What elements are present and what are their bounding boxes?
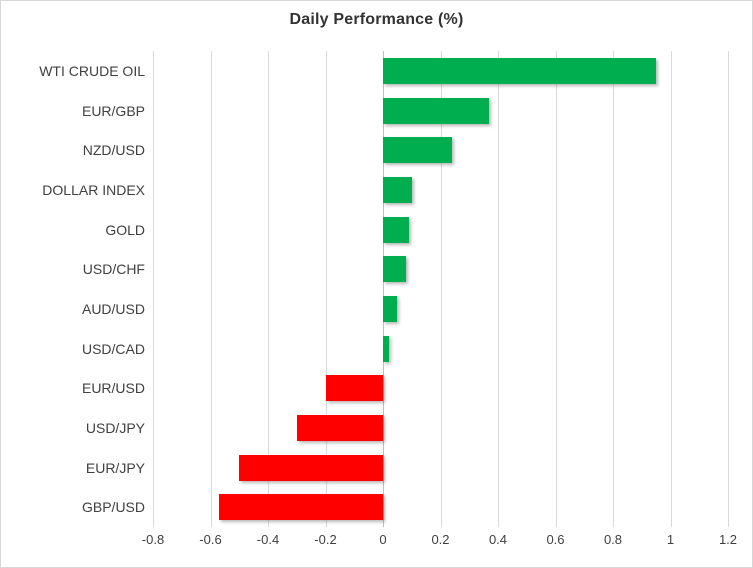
- x-axis-tick-label: 0.8: [603, 532, 623, 547]
- x-axis-tick-label: -0.6: [199, 532, 222, 547]
- category-label-aud-usd: AUD/USD: [81, 300, 145, 317]
- x-axis-tick-label: 0.2: [431, 532, 450, 547]
- bar-usd-chf: [383, 256, 406, 283]
- gridline: [268, 51, 269, 527]
- gridline: [728, 51, 729, 527]
- bar-eur-jpy: [239, 454, 383, 481]
- category-label-dollar-index: DOLLAR INDEX: [42, 181, 145, 198]
- chart-title: Daily Performance (%): [289, 11, 464, 28]
- gridline: [440, 51, 442, 527]
- category-label-usd-chf: USD/CHF: [82, 261, 145, 278]
- bar-gbp-usd: [219, 494, 383, 521]
- bar-eur-usd: [325, 375, 383, 402]
- x-axis-tick-label: 0.6: [546, 532, 565, 547]
- gridline: [613, 51, 614, 527]
- category-label-usd-cad: USD/CAD: [81, 340, 145, 357]
- plot-area: [153, 51, 729, 527]
- x-axis-tick-label: -0.4: [256, 532, 280, 547]
- category-label-wti-crude-oil: WTI CRUDE OIL: [39, 62, 145, 79]
- x-axis-tick-label: -0.2: [314, 532, 337, 547]
- x-axis-tick-label: -0.8: [141, 532, 165, 547]
- gridline: [210, 51, 212, 527]
- bar-aud-usd: [383, 295, 398, 322]
- x-axis-tick-label: 1: [666, 532, 675, 547]
- category-label-gold: GOLD: [105, 221, 145, 238]
- gridline: [153, 51, 154, 527]
- bar-wti-crude-oil: [383, 57, 657, 84]
- bar-usd-jpy: [296, 414, 383, 441]
- bar-nzd-usd: [383, 137, 452, 164]
- category-label-nzd-usd: NZD/USD: [82, 142, 145, 159]
- category-label-eur-usd: EUR/USD: [81, 380, 145, 397]
- x-axis-tick-label: 0: [379, 532, 387, 547]
- bar-usd-cad: [383, 335, 389, 362]
- x-axis-tick-label: 1.2: [718, 532, 738, 547]
- category-label-usd-jpy: USD/JPY: [85, 419, 145, 436]
- bar-dollar-index: [383, 176, 412, 203]
- category-label-eur-jpy: EUR/JPY: [85, 459, 145, 476]
- zero-axis-line: [383, 51, 384, 527]
- gridline: [325, 51, 327, 527]
- x-axis-tick-label: 0.4: [488, 532, 508, 547]
- gridline: [555, 51, 557, 527]
- gridline: [498, 51, 499, 527]
- bar-gold: [383, 216, 409, 243]
- bar-eur-gbp: [383, 97, 490, 124]
- gridline: [670, 51, 672, 527]
- category-label-eur-gbp: EUR/GBP: [81, 102, 145, 119]
- category-label-gbp-usd: GBP/USD: [81, 499, 145, 516]
